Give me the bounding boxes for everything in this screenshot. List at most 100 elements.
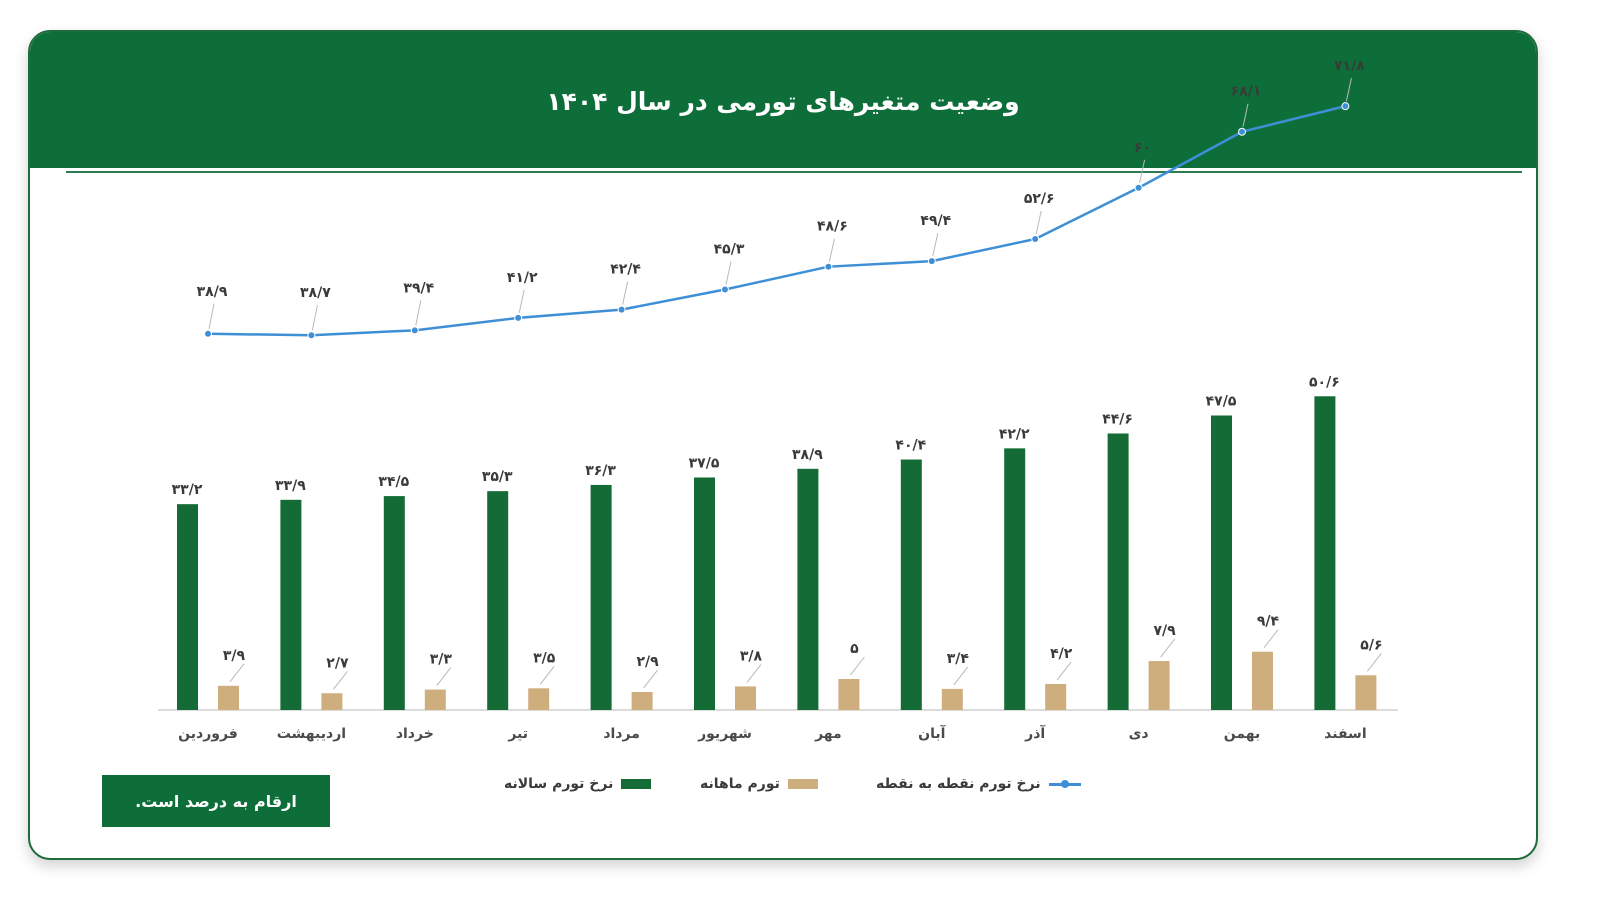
category-label: شهریور: [697, 726, 752, 742]
annual-bar: [797, 468, 819, 710]
annual-bar: [1211, 415, 1232, 710]
monthly-leader-line: [436, 667, 452, 686]
annual-bar: [694, 477, 715, 710]
combo-chart: ۳۳/۲ ۳/۹ فروردین ۳۳/۹ ۲/۷ اردیبهشت ۳۴/۵ ۳/۳ خردا…: [158, 58, 1398, 742]
annual-bar: [487, 491, 509, 710]
category-label: آذر: [1024, 724, 1046, 742]
monthly-value-label: ۷/۹: [1153, 623, 1176, 639]
annual-value-label: ۴۴/۶: [1102, 411, 1133, 427]
p2p-value-label: ۴۸/۶: [817, 219, 848, 235]
chart-card: وضعیت متغیرهای تورمی در سال ۱۴۰۴ ۳۳/۲ ۳/۹…: [28, 30, 1538, 860]
p2p-point: [721, 285, 729, 294]
p2p-leader-line: [932, 233, 939, 257]
annual-bar: [177, 504, 198, 710]
category-label: مهر: [814, 726, 842, 742]
p2p-point: [927, 257, 936, 266]
monthly-bar: [1252, 651, 1273, 710]
annual-bar: [280, 499, 302, 710]
p2p-point: [1341, 102, 1350, 111]
monthly-value-label: ۳/۵: [533, 650, 556, 666]
category-label: آبان: [918, 724, 946, 742]
legend-monthly-label: تورم ماهانه: [700, 776, 780, 792]
p2p-line: [207, 104, 1346, 337]
p2p-leader-line: [518, 289, 525, 314]
p2p-leader-line: [1139, 159, 1146, 183]
monthly-leader-line: [643, 669, 658, 689]
annual-value-label: ۵۰/۶: [1309, 374, 1340, 390]
annual-value-label: ۳۴/۵: [378, 474, 409, 490]
p2p-point: [824, 262, 833, 271]
monthly-value-label: ۹/۴: [1257, 614, 1280, 630]
legend-monthly: تورم ماهانه: [700, 772, 818, 796]
annual-bar: [590, 484, 612, 710]
annual-bar: [1004, 448, 1026, 710]
monthly-value-label: ۲/۹: [636, 654, 659, 670]
annual-value-label: ۴۰/۴: [895, 438, 926, 454]
monthly-leader-line: [539, 665, 555, 685]
monthly-leader-line: [1160, 638, 1175, 658]
header-divider: [66, 171, 1522, 173]
p2p-value-label: ۳۹/۴: [403, 280, 434, 296]
annual-value-label: ۳۷/۵: [689, 456, 720, 472]
p2p-leader-line: [311, 305, 318, 331]
monthly-leader-line: [746, 664, 762, 683]
p2p-value-label: ۶۰: [1134, 140, 1151, 156]
p2p-value-label: ۵۲/۶: [1024, 191, 1055, 207]
category-label: بهمن: [1224, 726, 1260, 742]
monthly-leader-line: [953, 666, 969, 686]
monthly-bar: [321, 693, 343, 710]
monthly-bar: [528, 688, 550, 710]
p2p-leader-line: [1242, 103, 1249, 127]
monthly-value-label: ۳/۹: [223, 648, 246, 664]
legend-p2p: نرخ تورم نقطه به نقطه: [876, 772, 1081, 796]
p2p-value-label: ۴۵/۳: [714, 242, 745, 258]
p2p-leader-line: [415, 300, 422, 326]
legend-p2p-label: نرخ تورم نقطه به نقطه: [876, 776, 1041, 792]
annual-bar: [383, 496, 405, 710]
p2p-value-label: ۴۱/۲: [507, 270, 538, 286]
monthly-bar: [424, 689, 446, 710]
p2p-leader-line: [828, 238, 835, 262]
monthly-leader-line: [1263, 629, 1279, 649]
p2p-value-label: ۳۸/۹: [197, 284, 228, 300]
legend-annual-swatch: [621, 779, 652, 789]
p2p-point: [514, 313, 523, 322]
category-label: اسفند: [1324, 726, 1366, 742]
category-label: دی: [1129, 726, 1149, 742]
p2p-point: [204, 329, 212, 338]
monthly-bar: [1045, 683, 1067, 710]
monthly-value-label: ۲/۷: [326, 655, 349, 671]
p2p-point: [1031, 235, 1040, 244]
monthly-leader-line: [850, 656, 865, 676]
annual-value-label: ۳۳/۲: [172, 482, 203, 498]
legend-monthly-swatch: [787, 779, 818, 789]
monthly-bar: [941, 688, 963, 710]
annual-value-label: ۳۳/۹: [275, 478, 306, 494]
p2p-point: [1238, 127, 1246, 136]
monthly-bar: [1355, 675, 1377, 710]
annual-bar: [1314, 396, 1336, 710]
monthly-bar: [735, 686, 756, 710]
p2p-leader-line: [622, 281, 629, 305]
legend-annual-label: نرخ تورم سالانه: [504, 776, 614, 792]
monthly-value-label: ۵/۶: [1360, 637, 1382, 653]
monthly-value-label: ۵: [850, 641, 859, 657]
p2p-leader-line: [208, 303, 215, 329]
p2p-value-label: ۶۸/۱: [1231, 84, 1262, 100]
monthly-value-label: ۳/۴: [947, 651, 970, 667]
p2p-leader-line: [1035, 210, 1042, 235]
p2p-point: [617, 305, 626, 314]
category-label: فروردین: [178, 726, 238, 742]
header-bar: وضعیت متغیرهای تورمی در سال ۱۴۰۴: [30, 32, 1536, 168]
p2p-leader-line: [1345, 78, 1352, 102]
units-note: ارقام به درصد است.: [102, 775, 330, 827]
legend-p2p-swatch: [1048, 779, 1081, 789]
category-label: خرداد: [396, 726, 434, 742]
p2p-leader-line: [725, 261, 732, 285]
chart-title: وضعیت متغیرهای تورمی در سال ۱۴۰۴: [546, 86, 1020, 116]
monthly-bar: [218, 685, 239, 710]
annual-value-label: ۳۸/۹: [792, 447, 823, 463]
category-label: اردیبهشت: [277, 726, 346, 742]
monthly-bar: [1148, 661, 1170, 710]
p2p-value-label: ۷۱/۸: [1334, 58, 1365, 74]
